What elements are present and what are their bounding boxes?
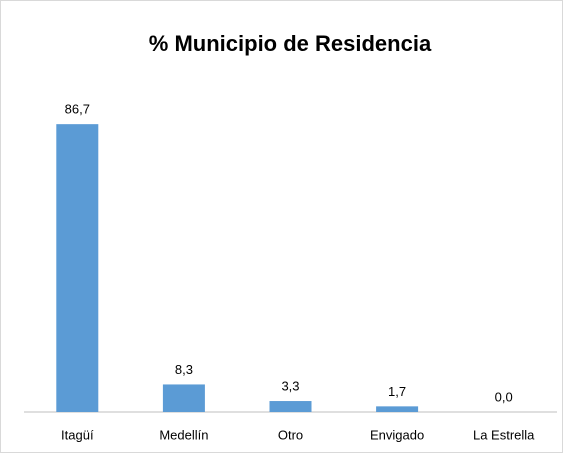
data-label: 3,3 (281, 378, 299, 393)
x-tick-label: Otro (278, 427, 303, 442)
chart-title: % Municipio de Residencia (149, 31, 432, 56)
bar (162, 384, 205, 412)
data-label: 1,7 (388, 384, 406, 399)
x-tick-label: Medellín (159, 427, 208, 442)
data-label: 8,3 (175, 362, 193, 377)
x-tick-label: La Estrella (473, 427, 535, 442)
bar (269, 401, 312, 412)
data-label: 0,0 (495, 389, 513, 404)
bar (56, 124, 99, 412)
x-tick-label: Envigado (370, 427, 424, 442)
data-label: 86,7 (65, 102, 90, 117)
x-tick-label: Itagüí (61, 427, 94, 442)
bar (376, 406, 419, 412)
